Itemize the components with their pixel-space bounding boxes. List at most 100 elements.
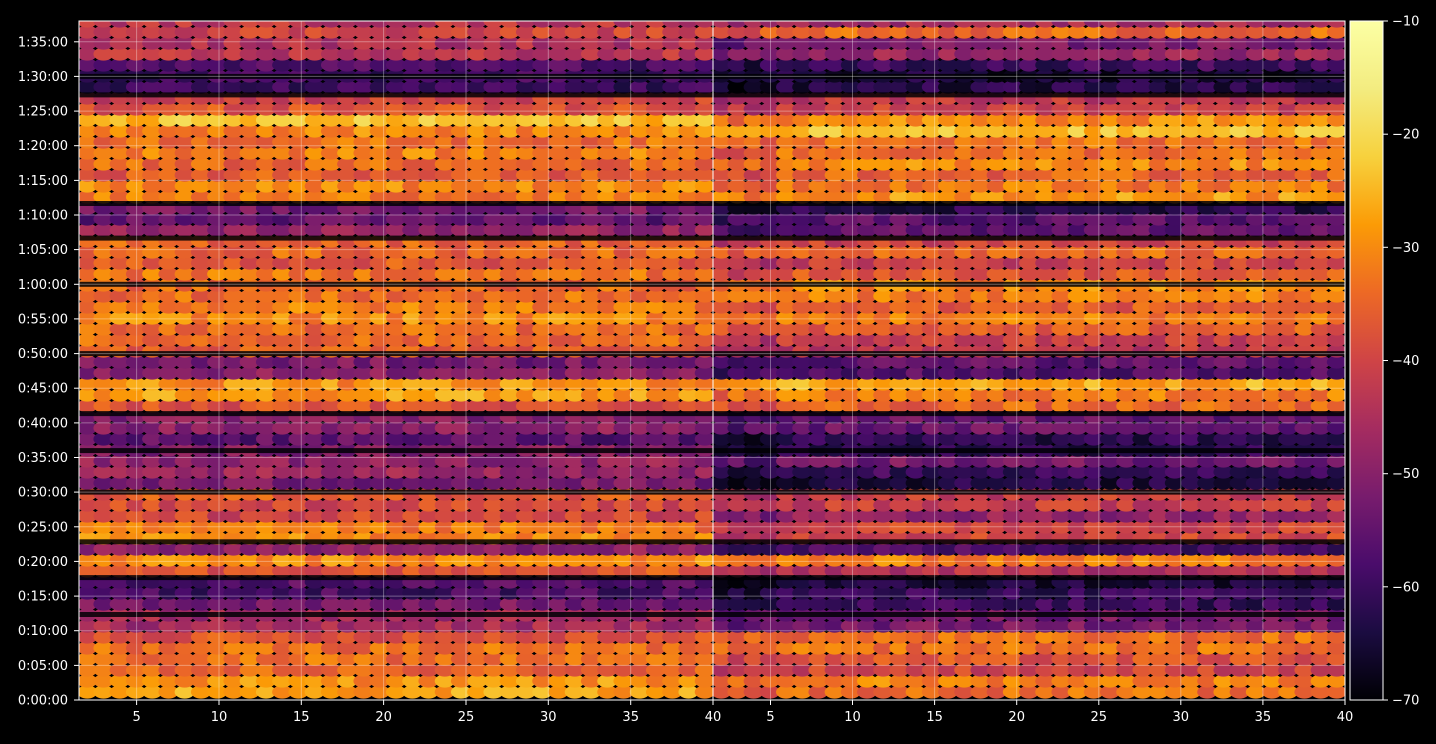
left-heat-cell bbox=[207, 102, 228, 116]
right-heat-cell bbox=[1310, 124, 1331, 138]
right-heat-cell bbox=[824, 102, 845, 116]
left-heat-cell bbox=[662, 157, 683, 171]
left-heat-cell bbox=[125, 476, 147, 490]
right-heat-cell bbox=[1083, 124, 1104, 138]
left-heat-cell bbox=[190, 432, 212, 446]
right-heat-cell bbox=[808, 542, 829, 556]
right-heat-cell bbox=[1051, 421, 1072, 435]
right-heat-cell bbox=[1035, 454, 1056, 468]
right-heat-cell bbox=[1294, 113, 1315, 127]
left-heat-cell bbox=[564, 652, 585, 666]
left-heat-cell bbox=[548, 311, 569, 325]
right-heat-cell bbox=[1294, 432, 1315, 446]
left-heat-cell bbox=[337, 80, 358, 94]
right-heat-cell bbox=[1116, 652, 1137, 666]
left-heat-cell bbox=[694, 366, 713, 380]
right-heat-cell bbox=[743, 223, 764, 237]
right-heat-cell bbox=[921, 223, 942, 237]
right-heat-cell bbox=[840, 454, 861, 468]
left-heat-cell bbox=[337, 553, 358, 567]
left-heat-cell bbox=[434, 36, 455, 50]
left-heat-cell bbox=[402, 652, 423, 666]
left-heat-cell bbox=[79, 289, 98, 303]
left-heat-cell bbox=[564, 641, 585, 655]
right-heat-cell bbox=[776, 432, 796, 446]
left-heat-cell bbox=[142, 366, 163, 380]
right-heat-cell bbox=[921, 80, 942, 94]
left-heat-cell bbox=[79, 21, 98, 28]
right-heat-cell bbox=[1197, 476, 1218, 490]
left-heat-cell bbox=[662, 124, 683, 138]
left-heat-cell bbox=[272, 399, 293, 413]
right-heat-cell bbox=[776, 685, 796, 699]
right-heat-cell bbox=[1116, 388, 1137, 402]
left-heat-cell bbox=[353, 124, 374, 138]
left-heat-cell bbox=[418, 597, 439, 611]
left-heat-cell bbox=[272, 674, 293, 688]
left-heat-cell bbox=[255, 179, 277, 193]
right-heat-cell bbox=[954, 377, 975, 391]
right-heat-cell bbox=[824, 322, 845, 336]
right-heat-cell bbox=[1326, 553, 1345, 567]
right-heat-cell bbox=[1294, 619, 1315, 633]
right-heat-cell bbox=[1294, 674, 1315, 688]
right-heat-cell bbox=[1197, 333, 1218, 347]
left-heat-cell bbox=[532, 212, 553, 226]
left-heat-cell bbox=[109, 509, 130, 523]
left-heat-cell bbox=[125, 454, 147, 468]
left-heat-cell bbox=[434, 58, 455, 72]
left-heat-cell bbox=[158, 179, 179, 193]
right-heat-cell bbox=[1035, 685, 1056, 699]
right-heat-cell bbox=[938, 113, 958, 127]
left-heat-cell bbox=[385, 168, 407, 182]
right-heat-cell bbox=[954, 641, 975, 655]
left-heat-cell bbox=[158, 223, 179, 237]
right-heat-cell bbox=[1213, 36, 1234, 50]
right-heat-cell bbox=[970, 377, 991, 391]
right-heat-cell bbox=[970, 421, 991, 435]
left-heat-cell bbox=[645, 377, 667, 391]
left-heat-cell bbox=[158, 124, 179, 138]
right-heat-cell bbox=[1213, 355, 1234, 369]
right-heat-cell bbox=[727, 399, 748, 413]
left-heat-cell bbox=[678, 652, 699, 666]
right-heat-cell bbox=[1019, 135, 1039, 149]
right-heat-cell bbox=[1181, 322, 1201, 336]
right-heat-cell bbox=[1294, 135, 1315, 149]
left-heat-cell bbox=[385, 267, 407, 281]
left-heat-cell bbox=[158, 135, 179, 149]
left-heat-cell bbox=[337, 168, 358, 182]
right-heat-cell bbox=[905, 619, 926, 633]
left-heat-cell bbox=[483, 21, 504, 28]
left-heat-cell bbox=[629, 102, 650, 116]
left-heat-cell bbox=[272, 663, 293, 677]
left-heat-cell bbox=[629, 80, 650, 94]
left-heat-cell bbox=[304, 421, 325, 435]
left-heat-cell bbox=[662, 421, 683, 435]
right-heat-cell bbox=[1019, 179, 1039, 193]
left-heat-cell bbox=[174, 212, 195, 226]
right-heat-cell bbox=[1164, 311, 1185, 325]
right-heat-cell bbox=[1019, 641, 1039, 655]
left-heat-cell bbox=[613, 311, 634, 325]
right-heat-cell bbox=[1245, 388, 1266, 402]
left-heat-cell bbox=[483, 333, 504, 347]
left-heat-cell bbox=[223, 168, 244, 182]
right-heat-cell bbox=[1116, 421, 1137, 435]
left-heat-cell bbox=[207, 509, 228, 523]
right-heat-cell bbox=[1229, 58, 1250, 72]
right-heat-cell bbox=[1148, 333, 1169, 347]
right-heat-cell bbox=[1051, 267, 1072, 281]
right-heat-cell bbox=[1083, 597, 1104, 611]
right-heat-cell bbox=[1132, 553, 1153, 567]
right-heat-cell bbox=[954, 432, 975, 446]
left-heat-cell bbox=[499, 355, 520, 369]
left-heat-cell bbox=[239, 36, 260, 50]
right-heat-cell bbox=[905, 652, 926, 666]
left-heat-cell bbox=[190, 25, 212, 39]
left-heat-cell bbox=[532, 36, 553, 50]
right-heat-cell bbox=[1326, 256, 1345, 270]
right-heat-cell bbox=[921, 355, 942, 369]
left-heat-cell bbox=[239, 124, 260, 138]
